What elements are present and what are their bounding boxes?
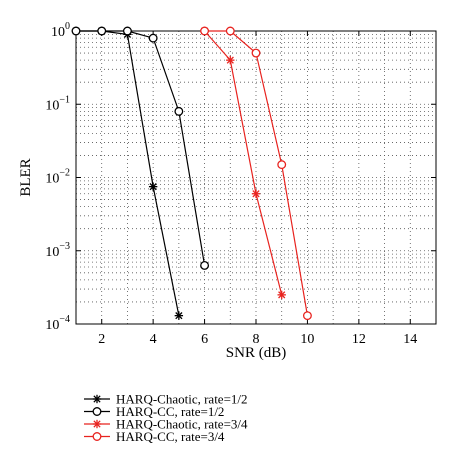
data-point-series-1: [174, 311, 184, 320]
legend-marker-4: [92, 432, 102, 441]
x-tick-label: 12: [352, 332, 366, 347]
data-point-series-4: [200, 26, 210, 36]
y-tick-label: 10−2: [45, 168, 70, 187]
data-point-series-2: [71, 26, 81, 36]
series-line-1: [76, 30, 180, 316]
data-point-series-2: [122, 26, 132, 36]
data-point-series-2: [97, 26, 107, 36]
y-tick-base: 10: [45, 172, 59, 187]
data-point-series-2: [174, 106, 184, 116]
data-point-series-4: [277, 160, 287, 170]
y-tick-label: 10−4: [45, 314, 70, 333]
x-tick-label: 8: [253, 332, 260, 347]
legend-marker-1: [92, 394, 102, 404]
y-tick-base: 10: [45, 98, 59, 113]
y-tick-label: 10−3: [45, 241, 70, 260]
x-tick-label: 6: [201, 332, 208, 347]
data-point-series-1: [148, 182, 158, 191]
x-tick-label: 4: [150, 332, 157, 347]
data-point-series-4: [302, 311, 312, 321]
legend-label-3: HARQ-Chaotic, rate=3/4: [116, 417, 248, 432]
x-tick-label: 2: [98, 332, 105, 347]
y-tick-label: 10−1: [45, 94, 70, 113]
y-tick-label: 100: [51, 21, 70, 40]
legend-label-2: HARQ-CC, rate=1/2: [116, 404, 224, 419]
data-point-series-4: [251, 48, 261, 58]
data-point-series-2: [148, 33, 158, 43]
y-tick-exponent: −3: [59, 241, 70, 252]
data-point-series-2: [200, 260, 210, 270]
data-point-series-3: [226, 55, 235, 65]
y-tick-base: 10: [45, 318, 59, 333]
data-point-series-3: [251, 189, 261, 198]
y-tick-base: 10: [45, 245, 59, 260]
y-tick-exponent: −4: [59, 314, 70, 325]
legend-label-4: HARQ-CC, rate=3/4: [116, 429, 225, 444]
series-line-2: [76, 30, 206, 266]
x-tick-label: 10: [300, 332, 314, 347]
data-point-series-3: [277, 290, 286, 300]
y-tick-exponent: −2: [59, 168, 70, 179]
y-tick-base: 10: [51, 25, 65, 40]
series-line-3: [204, 30, 283, 295]
legend-marker-2: [92, 407, 102, 416]
y-tick-exponent: −1: [59, 94, 70, 105]
data-point-series-4: [225, 26, 235, 36]
x-axis-label: SNR (dB): [226, 345, 286, 361]
legend-label-1: HARQ-Chaotic, rate=1/2: [116, 392, 248, 407]
y-tick-exponent: 0: [65, 21, 70, 32]
x-tick-label: 14: [403, 332, 417, 347]
legend-marker-3: [92, 419, 102, 429]
y-axis-label: BLER: [18, 158, 34, 196]
